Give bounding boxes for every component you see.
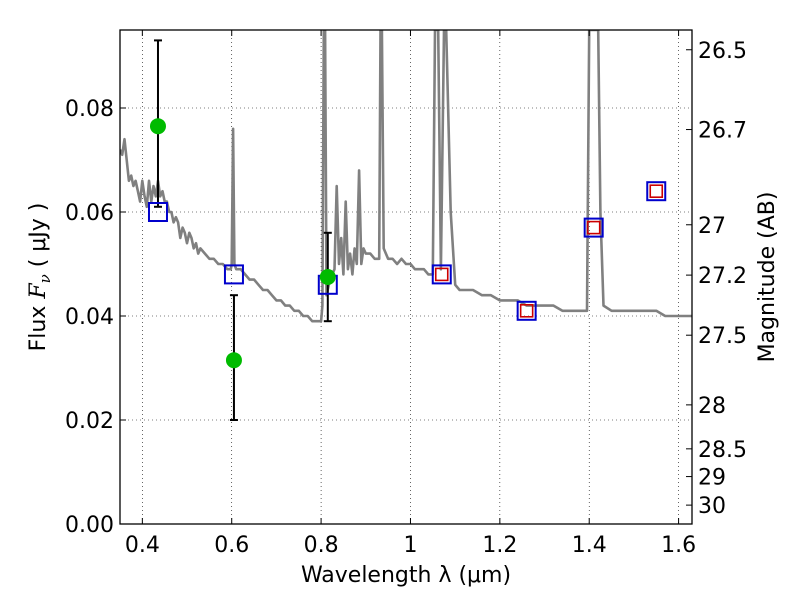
mag-tick-label: 26.7 [698, 119, 747, 144]
y-tick-label: 0.04 [65, 305, 114, 330]
x-tick-label: 0.4 [125, 533, 160, 558]
x-tick-label: 1 [403, 533, 417, 558]
green-point-marker [319, 269, 336, 285]
blue-square-marker [223, 264, 244, 285]
blue-square-marker [583, 217, 604, 238]
axis-ticks [120, 30, 692, 525]
x-tick-label: 1.4 [572, 533, 607, 558]
blue-square-marker [431, 264, 452, 285]
y-axis-label-left: Flux Fν ( μJy ) [26, 203, 54, 352]
green-point-marker [225, 352, 242, 369]
mag-tick-label: 26.5 [698, 39, 747, 64]
y-label-prefix: Flux [26, 299, 51, 352]
y-tick-label: 0.06 [65, 201, 114, 226]
grid-lines [120, 30, 692, 525]
x-tick-label: 1.2 [482, 533, 517, 558]
red-square-marker [434, 267, 449, 282]
mag-tick-label: 28 [698, 394, 726, 419]
tick-labels: 0.4 0.6 0.8 1 1.2 1.4 1.6 0.00 0.02 0.04 0.06 0.08 2… [65, 39, 747, 558]
mag-tick-label: 27.5 [698, 324, 747, 349]
red-square-marker [649, 184, 664, 198]
blue-square-marker [646, 181, 667, 202]
x-tick-label: 0.6 [214, 533, 249, 558]
y-label-symbol: F [26, 283, 51, 300]
y-tick-label: 0.08 [65, 97, 114, 122]
mag-tick-label: 28.5 [698, 438, 747, 463]
mag-tick-label: 27.2 [698, 264, 747, 289]
x-axis-label: Wavelength λ (μm) [301, 563, 511, 588]
blue-square-marker [147, 202, 168, 222]
model-sed-line [120, 30, 692, 323]
x-tick-label: 0.8 [304, 533, 339, 558]
green-point-marker [149, 118, 166, 135]
mag-tick-label: 30 [698, 494, 726, 519]
photometry-layer [147, 39, 667, 421]
plot-frame [119, 29, 693, 525]
blue-square-marker [516, 300, 537, 321]
red-square-marker [519, 303, 534, 318]
y-axis-label-right: Magnitude (AB) [755, 192, 780, 363]
red-square-marker [586, 220, 601, 235]
mag-tick-label: 29 [698, 466, 726, 491]
mag-tick-label: 27 [698, 214, 726, 239]
model-sed-layer [120, 30, 692, 323]
y-label-suffix: ( μJy ) [26, 203, 51, 275]
x-tick-label: 1.6 [661, 533, 696, 558]
y-tick-label: 0.00 [65, 513, 114, 538]
y-tick-label: 0.02 [65, 409, 114, 434]
y-label-subscript: ν [36, 274, 54, 283]
